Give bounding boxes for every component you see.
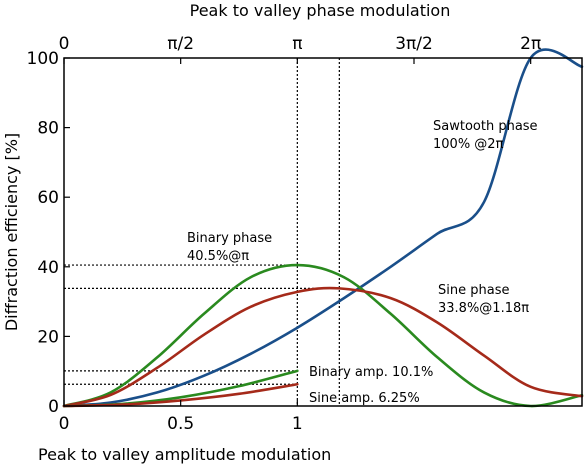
top-tick-label: 2π — [520, 34, 541, 54]
sine-phase-annotation: 33.8%@1.18π — [438, 301, 529, 316]
series-lines — [62, 48, 584, 408]
top-tick-label: π — [292, 34, 302, 54]
top-tick-label: π/2 — [167, 34, 194, 54]
y-tick-label: 0 — [48, 397, 59, 417]
plot-frame — [63, 57, 583, 407]
y-tick-label: 40 — [37, 258, 59, 278]
sine-amp-annotation: Sine amp. 6.25% — [309, 391, 420, 406]
bottom-tick-label: 0.5 — [167, 414, 194, 434]
y-axis-title: Diffraction efficiency [%] — [2, 133, 21, 331]
top-tick-label: 0 — [59, 34, 70, 54]
bottom-tick-label: 1 — [292, 414, 303, 434]
sine-phase-line — [62, 286, 584, 408]
sawtooth-phase-annotation: 100% @2π — [433, 137, 504, 152]
y-tick-label: 100 — [27, 49, 59, 69]
annotations: Sawtooth phase 100% @2π Binary phase 40.5%@… — [187, 119, 538, 406]
sawtooth-phase-annotation: Sawtooth phase — [433, 119, 538, 134]
bottom-tick-label: 0 — [59, 414, 70, 434]
y-tick-label: 60 — [37, 188, 59, 208]
binary-phase-annotation: 40.5%@π — [187, 249, 249, 264]
bottom-axis-title: Peak to valley amplitude modulation — [38, 445, 331, 464]
top-tick-label: 3π/2 — [395, 34, 433, 54]
binary-phase-line — [62, 263, 584, 408]
y-tick-label: 80 — [37, 119, 59, 139]
sawtooth-phase-line — [62, 48, 584, 408]
sine-phase-annotation: Sine phase — [438, 283, 509, 298]
binary-amp-annotation: Binary amp. 10.1% — [309, 365, 433, 380]
binary-phase-annotation: Binary phase — [187, 231, 272, 246]
top-axis-title: Peak to valley phase modulation — [190, 1, 451, 20]
y-tick-label: 20 — [37, 327, 59, 347]
